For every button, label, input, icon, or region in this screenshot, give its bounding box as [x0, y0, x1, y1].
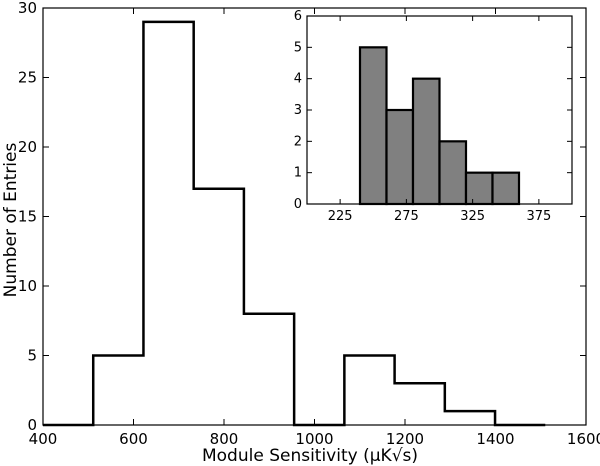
inset-bar: [438, 140, 468, 206]
x-tick-label: 1200: [386, 430, 424, 448]
y-tick-label: 25: [18, 69, 37, 87]
histogram-outline: [43, 20, 546, 427]
x-axis-title: Module Sensitivity (μK√s): [202, 446, 418, 466]
y-tick-label: 0: [27, 416, 37, 434]
inset-x-tick-label: 325: [460, 209, 485, 224]
y-tick-label: 20: [18, 138, 37, 156]
main-plot: 4006008001000120014001600051015202530: [18, 0, 600, 448]
inset-x-tick-label: 225: [328, 209, 353, 224]
y-tick-label: 15: [18, 208, 37, 226]
inset-y-tick-label: 6: [294, 9, 302, 24]
inset-y-tick-label: 2: [294, 134, 302, 149]
inset-bar: [411, 77, 441, 206]
x-tick-label: 800: [210, 430, 239, 448]
inset-y-tick-label: 5: [294, 40, 302, 55]
x-tick-label: 1400: [476, 430, 514, 448]
inset-bar: [491, 171, 521, 206]
inset-plot: 225 275 325 375 0 1 2 3 4 5 6: [294, 9, 573, 224]
y-axis-title: Number of Entries: [1, 143, 21, 298]
inset-x-tick-label: 275: [394, 209, 419, 224]
y-tick-label: 30: [18, 0, 37, 17]
inset-bar: [464, 171, 494, 206]
inset-y-tick-label: 1: [294, 166, 302, 181]
x-tick-label: 400: [29, 430, 58, 448]
inset-x-tick-label: 375: [526, 209, 551, 224]
inset-y-tick-label: 4: [294, 72, 302, 87]
x-tick-label: 1000: [295, 430, 333, 448]
y-tick-label: 10: [18, 277, 37, 295]
inset-bar: [385, 108, 415, 206]
y-tick-label: 5: [27, 347, 37, 365]
inset-y-tick-label: 0: [294, 197, 302, 212]
x-tick-label: 600: [119, 430, 148, 448]
inset-bar: [358, 46, 388, 206]
inset-y-tick-label: 3: [294, 103, 302, 118]
